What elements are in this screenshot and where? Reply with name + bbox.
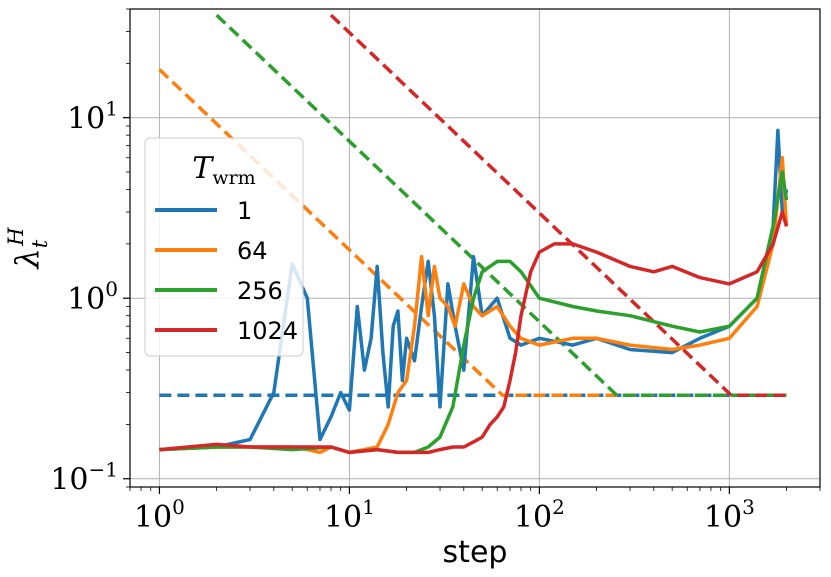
x-tick-label: 100	[134, 495, 185, 535]
legend: Twrm 1 64 256 1024	[144, 137, 304, 357]
data-series	[159, 128, 789, 455]
legend-box	[144, 137, 304, 357]
legend-label-256: 256	[237, 277, 283, 305]
reference-line-64	[158, 68, 787, 398]
reference-line-1024	[329, 13, 787, 398]
y-axis-label: λtH	[4, 227, 52, 271]
series-line-64	[159, 155, 789, 455]
y-tick-label: 101	[67, 97, 118, 137]
legend-title: Twrm	[192, 151, 255, 189]
reference-line-256	[215, 13, 787, 398]
x-axis-label: step	[443, 535, 508, 570]
plot-frame	[129, 8, 821, 488]
series-line-1	[159, 128, 789, 452]
ticks: 100 101 102 103 10−1 100 101	[50, 8, 821, 535]
legend-label-64: 64	[237, 237, 268, 265]
x-tick-label: 101	[324, 495, 375, 535]
y-tick-label: 10−1	[50, 458, 118, 498]
series-line-1024	[159, 210, 789, 455]
legend-label-1024: 1024	[237, 317, 298, 345]
y-tick-label: 100	[67, 277, 118, 317]
legend-label-1: 1	[237, 197, 252, 225]
x-tick-label: 103	[704, 495, 755, 535]
reference-lines	[158, 13, 787, 398]
x-tick-label: 102	[514, 495, 565, 535]
